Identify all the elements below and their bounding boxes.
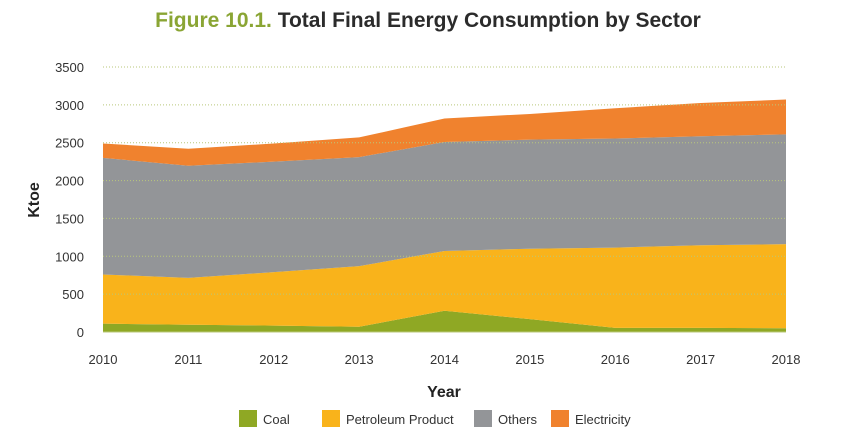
figure-title: Total Final Energy Consumption by Sector	[277, 9, 701, 32]
area-petroleum-product	[103, 244, 786, 329]
figure-label: Figure 10.1.	[155, 9, 272, 32]
x-tick-label: 2012	[259, 352, 288, 367]
y-tick-label: 1000	[55, 249, 84, 264]
chart-title: Figure 10.1. Total Final Energy Consumpt…	[0, 9, 856, 33]
x-tick-label: 2011	[174, 352, 202, 367]
legend-swatch-electricity	[551, 410, 569, 427]
y-tick-label: 3000	[55, 98, 84, 113]
x-tick-label: 2016	[601, 352, 630, 367]
x-tick-label: 2018	[772, 352, 801, 367]
x-tick-label: 2013	[345, 352, 374, 367]
y-tick-label: 2500	[55, 136, 84, 151]
x-tick-label: 2010	[89, 352, 118, 367]
y-tick-label: 500	[62, 287, 84, 302]
y-axis-title: Ktoe	[26, 182, 43, 218]
legend-swatch-others	[474, 410, 492, 427]
area-electricity	[103, 99, 786, 166]
legend-swatch-petroleum-product	[322, 410, 340, 427]
legend-swatch-coal	[239, 410, 257, 427]
x-tick-label: 2015	[515, 352, 544, 367]
x-tick-label: 2017	[686, 352, 715, 367]
x-tick-label: 2014	[430, 352, 459, 367]
legend-label-coal: Coal	[263, 412, 290, 427]
legend-label-petroleum-product: Petroleum Product	[346, 412, 454, 427]
y-tick-label: 2000	[55, 174, 84, 189]
legend-label-electricity: Electricity	[575, 412, 631, 427]
y-tick-label: 1500	[55, 211, 84, 226]
area-others	[103, 134, 786, 278]
legend-label-others: Others	[498, 412, 538, 427]
y-tick-label: 0	[77, 325, 84, 340]
area-coal	[103, 310, 786, 332]
y-tick-label: 3500	[55, 60, 84, 75]
x-axis-title: Year	[427, 384, 461, 401]
